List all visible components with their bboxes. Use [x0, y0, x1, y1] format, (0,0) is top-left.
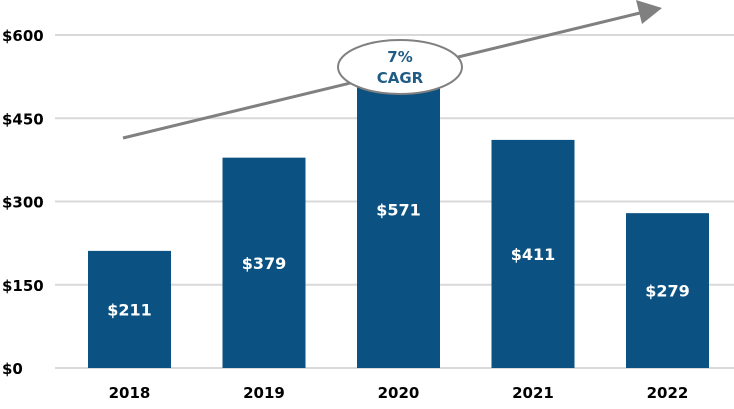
x-tick-label: 2021 [512, 384, 554, 402]
y-tick-label: $300 [2, 194, 44, 212]
y-tick-label: $150 [2, 277, 44, 295]
arrow-head [636, 0, 662, 24]
bar-2021 [491, 139, 575, 368]
data-label: $379 [242, 254, 287, 273]
x-tick-label: 2018 [109, 384, 151, 402]
cagr-ellipse [337, 39, 463, 95]
x-tick-label: 2022 [647, 384, 689, 402]
y-axis-ticks: $0 $150 $300 $450 $600 [2, 27, 44, 378]
x-axis-ticks: 2018 2019 2020 2021 2022 [109, 384, 689, 402]
x-tick-label: 2020 [378, 384, 420, 402]
bar-2018 [88, 250, 171, 368]
cagr-annotation: 7% CAGR [337, 39, 463, 95]
x-tick-label: 2019 [243, 384, 285, 402]
y-tick-label: $0 [2, 360, 23, 378]
bar-2022 [626, 213, 709, 368]
y-tick-label: $450 [2, 110, 44, 128]
data-label: $279 [645, 282, 690, 301]
data-label: $571 [376, 201, 421, 220]
y-tick-label: $600 [2, 27, 44, 45]
cagr-label: CAGR [377, 69, 424, 87]
data-label: $211 [107, 300, 152, 319]
bar-2019 [222, 157, 306, 368]
bars: $211 $379 $571 $411 $279 [88, 51, 709, 368]
bar-2020 [357, 51, 440, 368]
data-label: $411 [511, 245, 556, 264]
cagr-percent: 7% [387, 48, 412, 66]
